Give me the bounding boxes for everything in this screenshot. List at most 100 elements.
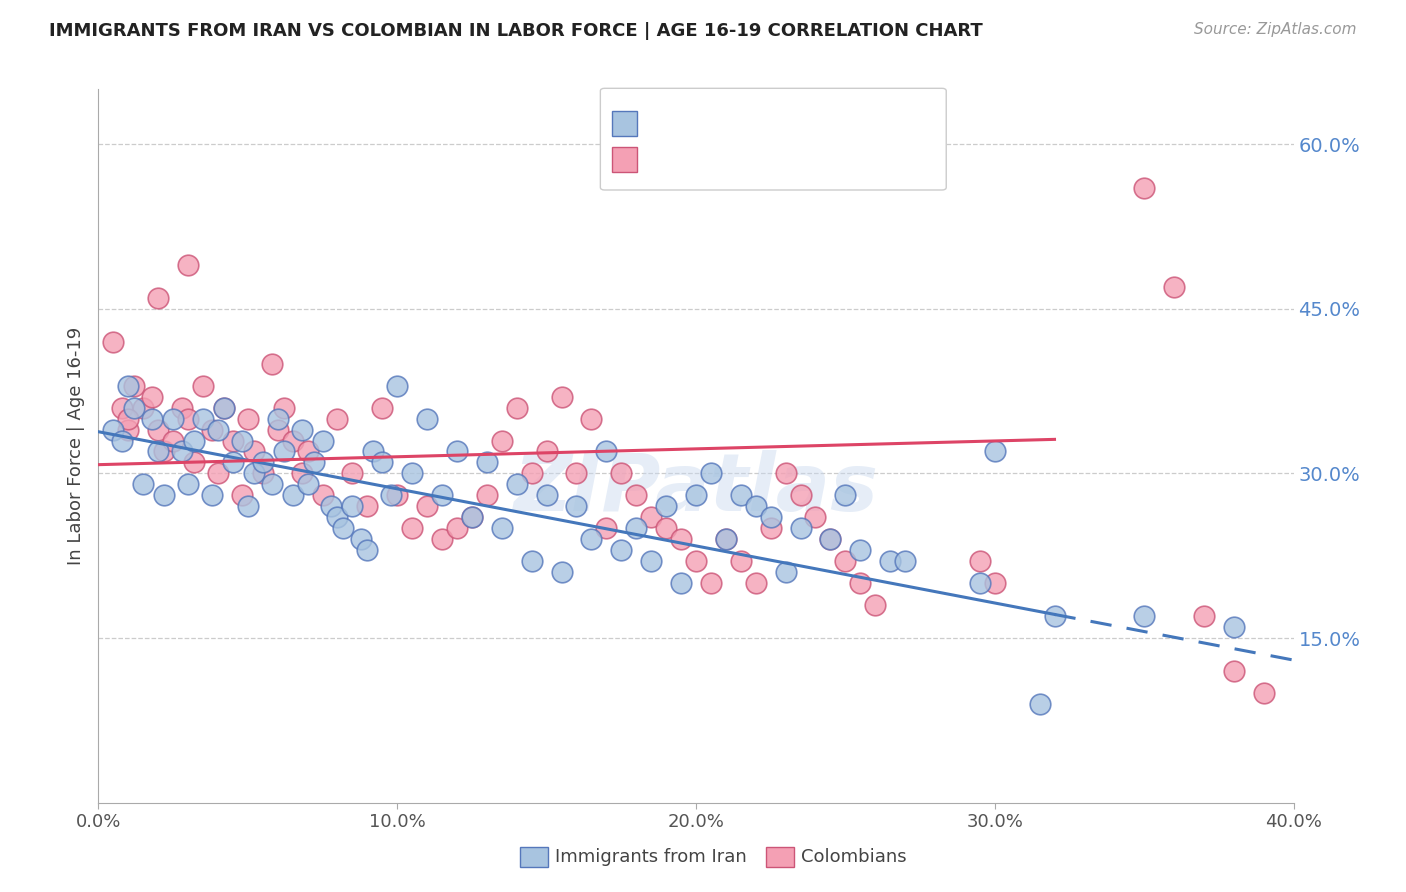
Point <box>834 554 856 568</box>
Point <box>281 488 304 502</box>
Point <box>820 533 842 547</box>
Text: Colombians: Colombians <box>801 848 907 866</box>
Point <box>475 455 498 469</box>
Point <box>273 401 295 415</box>
Point <box>356 543 378 558</box>
Point <box>685 488 707 502</box>
Point <box>236 411 259 425</box>
Point <box>371 401 394 415</box>
Text: -0.356: -0.356 <box>686 113 751 131</box>
Point <box>1223 620 1246 634</box>
Point <box>117 423 139 437</box>
Point <box>446 444 468 458</box>
Point <box>302 455 325 469</box>
Point <box>191 411 214 425</box>
Point <box>581 533 603 547</box>
Point <box>260 357 283 371</box>
Point <box>191 378 214 392</box>
Point <box>759 510 782 524</box>
Point <box>475 488 498 502</box>
Point <box>430 488 453 502</box>
Point <box>1133 609 1156 624</box>
Point <box>969 576 991 591</box>
Point <box>416 411 439 425</box>
Point <box>162 411 184 425</box>
Point <box>252 455 274 469</box>
Point <box>111 401 134 415</box>
Point <box>1253 686 1275 700</box>
Point <box>117 378 139 392</box>
Text: Immigrants from Iran: Immigrants from Iran <box>555 848 747 866</box>
Point <box>231 488 253 502</box>
Text: 0.045: 0.045 <box>686 149 742 167</box>
Point <box>201 488 224 502</box>
Point <box>177 477 200 491</box>
Point <box>401 521 423 535</box>
Point <box>775 566 797 580</box>
Point <box>849 543 872 558</box>
Point <box>291 423 314 437</box>
Text: ZIPatlas: ZIPatlas <box>513 450 879 528</box>
Point <box>430 533 453 547</box>
Point <box>342 500 364 514</box>
Point <box>506 401 529 415</box>
Point <box>117 411 139 425</box>
Text: Source: ZipAtlas.com: Source: ZipAtlas.com <box>1194 22 1357 37</box>
Point <box>267 411 290 425</box>
Point <box>520 554 543 568</box>
Point <box>491 434 513 448</box>
Point <box>311 488 333 502</box>
Point <box>183 434 205 448</box>
Point <box>550 390 572 404</box>
Point <box>350 533 373 547</box>
Point <box>153 488 176 502</box>
Point <box>231 434 253 448</box>
Point <box>356 500 378 514</box>
Point <box>610 543 633 558</box>
Point <box>326 510 349 524</box>
Point <box>655 500 678 514</box>
Point <box>281 434 304 448</box>
Point <box>685 554 707 568</box>
Point <box>103 423 125 437</box>
Point <box>111 434 134 448</box>
Point <box>212 401 235 415</box>
Point <box>536 488 558 502</box>
Point <box>132 477 155 491</box>
Point <box>789 521 811 535</box>
Point <box>730 554 752 568</box>
Point <box>640 510 662 524</box>
Point <box>401 467 423 481</box>
Point <box>141 390 163 404</box>
Point <box>177 258 200 272</box>
Point <box>141 411 163 425</box>
Point <box>626 488 648 502</box>
Point <box>153 444 176 458</box>
Text: 75: 75 <box>806 149 831 167</box>
Point <box>363 444 385 458</box>
Point <box>273 444 295 458</box>
Point <box>222 455 245 469</box>
Text: 77: 77 <box>806 113 831 131</box>
Point <box>610 467 633 481</box>
Point <box>132 401 155 415</box>
Point <box>177 411 200 425</box>
Point <box>506 477 529 491</box>
Point <box>491 521 513 535</box>
Point <box>804 510 827 524</box>
Point <box>640 554 662 568</box>
Point <box>565 500 588 514</box>
Point <box>332 521 354 535</box>
Point <box>669 533 692 547</box>
Text: N =: N = <box>766 149 806 167</box>
Point <box>243 444 266 458</box>
Point <box>669 576 692 591</box>
Point <box>446 521 468 535</box>
Point <box>311 434 333 448</box>
Y-axis label: In Labor Force | Age 16-19: In Labor Force | Age 16-19 <box>66 326 84 566</box>
Point <box>148 291 170 305</box>
Point <box>371 455 394 469</box>
Point <box>894 554 917 568</box>
Point <box>124 378 146 392</box>
Point <box>700 467 723 481</box>
